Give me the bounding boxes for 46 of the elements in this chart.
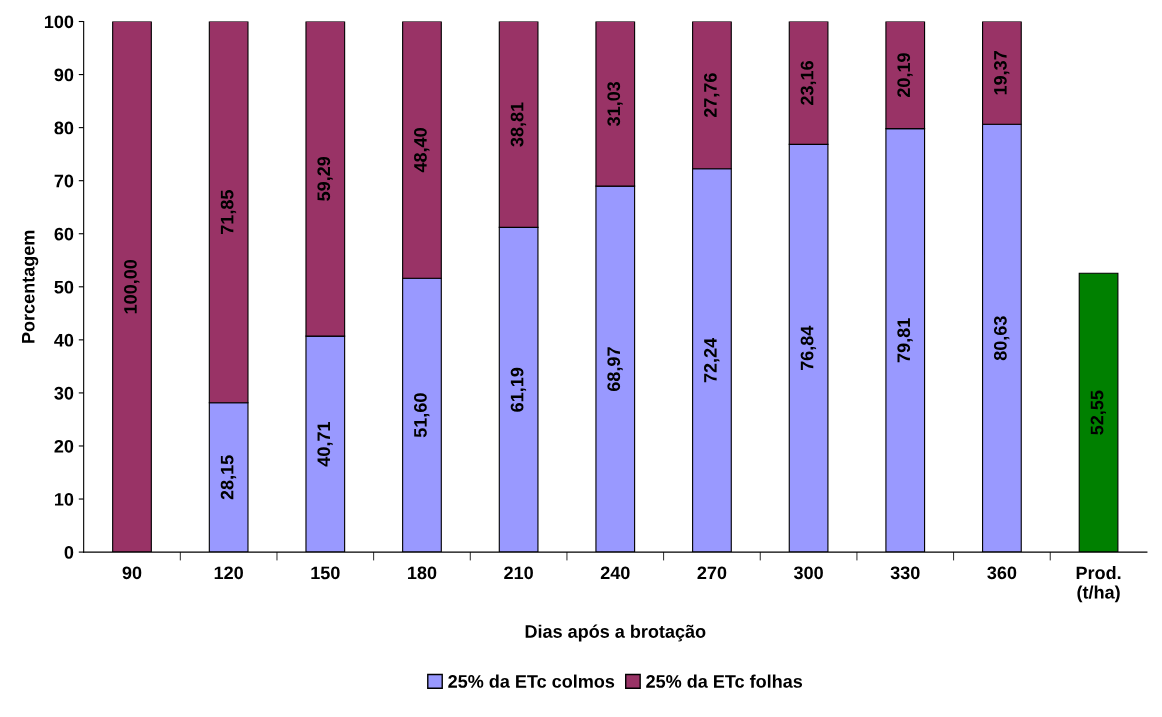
x-tick-label: 330 xyxy=(890,566,920,580)
x-tick-label: Prod. (t/ha) xyxy=(1076,565,1121,603)
y-tick-label: 0 xyxy=(64,546,74,559)
x-tick-label: 150 xyxy=(311,566,340,580)
legend-label: 25% da ETc folhas xyxy=(646,674,803,688)
data-label: 61,19 xyxy=(510,367,527,412)
data-label: 38,81 xyxy=(510,102,527,147)
x-axis-title: Dias após a brotação xyxy=(525,624,706,642)
data-label: 76,84 xyxy=(800,325,817,371)
y-tick-label: 90 xyxy=(54,68,74,82)
x-tick-label: 300 xyxy=(793,566,823,580)
data-label: 51,60 xyxy=(414,393,430,438)
x-tick-label: 210 xyxy=(504,566,533,580)
data-label: 68,97 xyxy=(607,347,623,392)
data-label: 23,16 xyxy=(800,61,817,105)
data-label: 40,71 xyxy=(317,422,333,467)
x-tick-label: 240 xyxy=(600,566,630,580)
data-label: 72,24 xyxy=(704,337,720,383)
data-label: 59,29 xyxy=(317,156,333,201)
data-label: 28,15 xyxy=(220,455,237,500)
y-tick-label: 10 xyxy=(55,492,74,506)
y-tick-label: 100 xyxy=(44,15,74,29)
y-tick-label: 50 xyxy=(54,280,74,294)
data-label: 19,37 xyxy=(993,51,1010,95)
data-label: 71,85 xyxy=(220,190,237,234)
x-tick-label: 90 xyxy=(122,566,142,580)
y-tick-label: 30 xyxy=(54,386,74,400)
data-label: 27,76 xyxy=(704,73,720,118)
x-tick-label: 180 xyxy=(408,566,437,580)
y-tick-label: 20 xyxy=(54,439,74,453)
y-tick-label: 60 xyxy=(54,227,74,241)
x-tick-label: 270 xyxy=(697,566,727,580)
data-label: 80,63 xyxy=(993,316,1010,361)
y-tick-label: 40 xyxy=(54,333,74,347)
data-label: 79,81 xyxy=(897,318,913,363)
data-label: 52,55 xyxy=(1090,390,1107,435)
data-label: 31,03 xyxy=(607,81,623,126)
data-label: 100,00 xyxy=(124,259,140,314)
y-tick-label: 80 xyxy=(54,121,74,135)
legend-label: 25% da ETc colmos xyxy=(448,674,615,688)
data-label: 20,19 xyxy=(897,53,913,98)
y-axis-title: Porcentagem xyxy=(22,230,39,343)
data-label: 48,40 xyxy=(414,128,430,173)
x-tick-label: 360 xyxy=(987,566,1017,580)
x-tick-label: 120 xyxy=(214,566,243,580)
y-tick-label: 70 xyxy=(54,174,74,188)
